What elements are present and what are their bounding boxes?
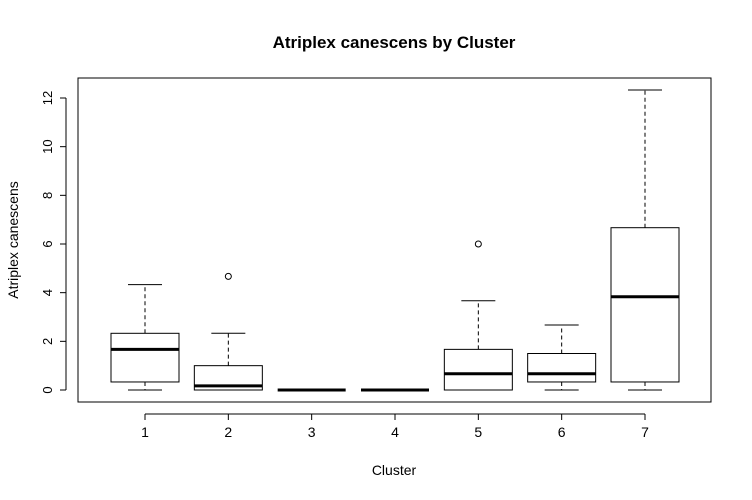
x-tick-label: 7 [641,424,649,440]
chart-title: Atriplex canescens by Cluster [273,33,516,52]
box-group-1 [110,284,180,391]
box-iqr [110,332,180,383]
y-tick-label: 0 [40,386,55,393]
y-tick-label: 10 [40,139,55,153]
x-axis-label: Cluster [372,462,417,478]
box-iqr [443,348,513,391]
box-iqr [610,227,680,383]
y-tick-label: 6 [40,240,55,247]
x-tick-label: 3 [308,424,316,440]
x-tick-label: 4 [391,424,399,440]
y-tick-label: 2 [40,338,55,345]
box-group-7 [610,89,680,391]
y-tick-label: 4 [40,289,55,296]
box-group-2 [193,272,263,391]
y-tick-label: 12 [40,91,55,105]
y-axis: 0 2 4 6 8 10 12 [40,91,67,394]
boxes [110,89,680,392]
plot-frame [77,77,712,403]
y-tick-label: 8 [40,192,55,199]
box-group-5 [443,240,513,391]
box-group-6 [527,324,597,391]
outlier-point [224,272,232,280]
x-tick-label: 6 [558,424,566,440]
y-axis-label: Atriplex canescens [5,181,21,299]
x-tick-label: 2 [224,424,232,440]
x-tick-label: 1 [141,424,149,440]
box-iqr [527,353,597,383]
x-tick-label: 5 [474,424,482,440]
x-axis: 1 2 3 4 5 6 7 [141,413,649,440]
outlier-point [474,240,482,248]
